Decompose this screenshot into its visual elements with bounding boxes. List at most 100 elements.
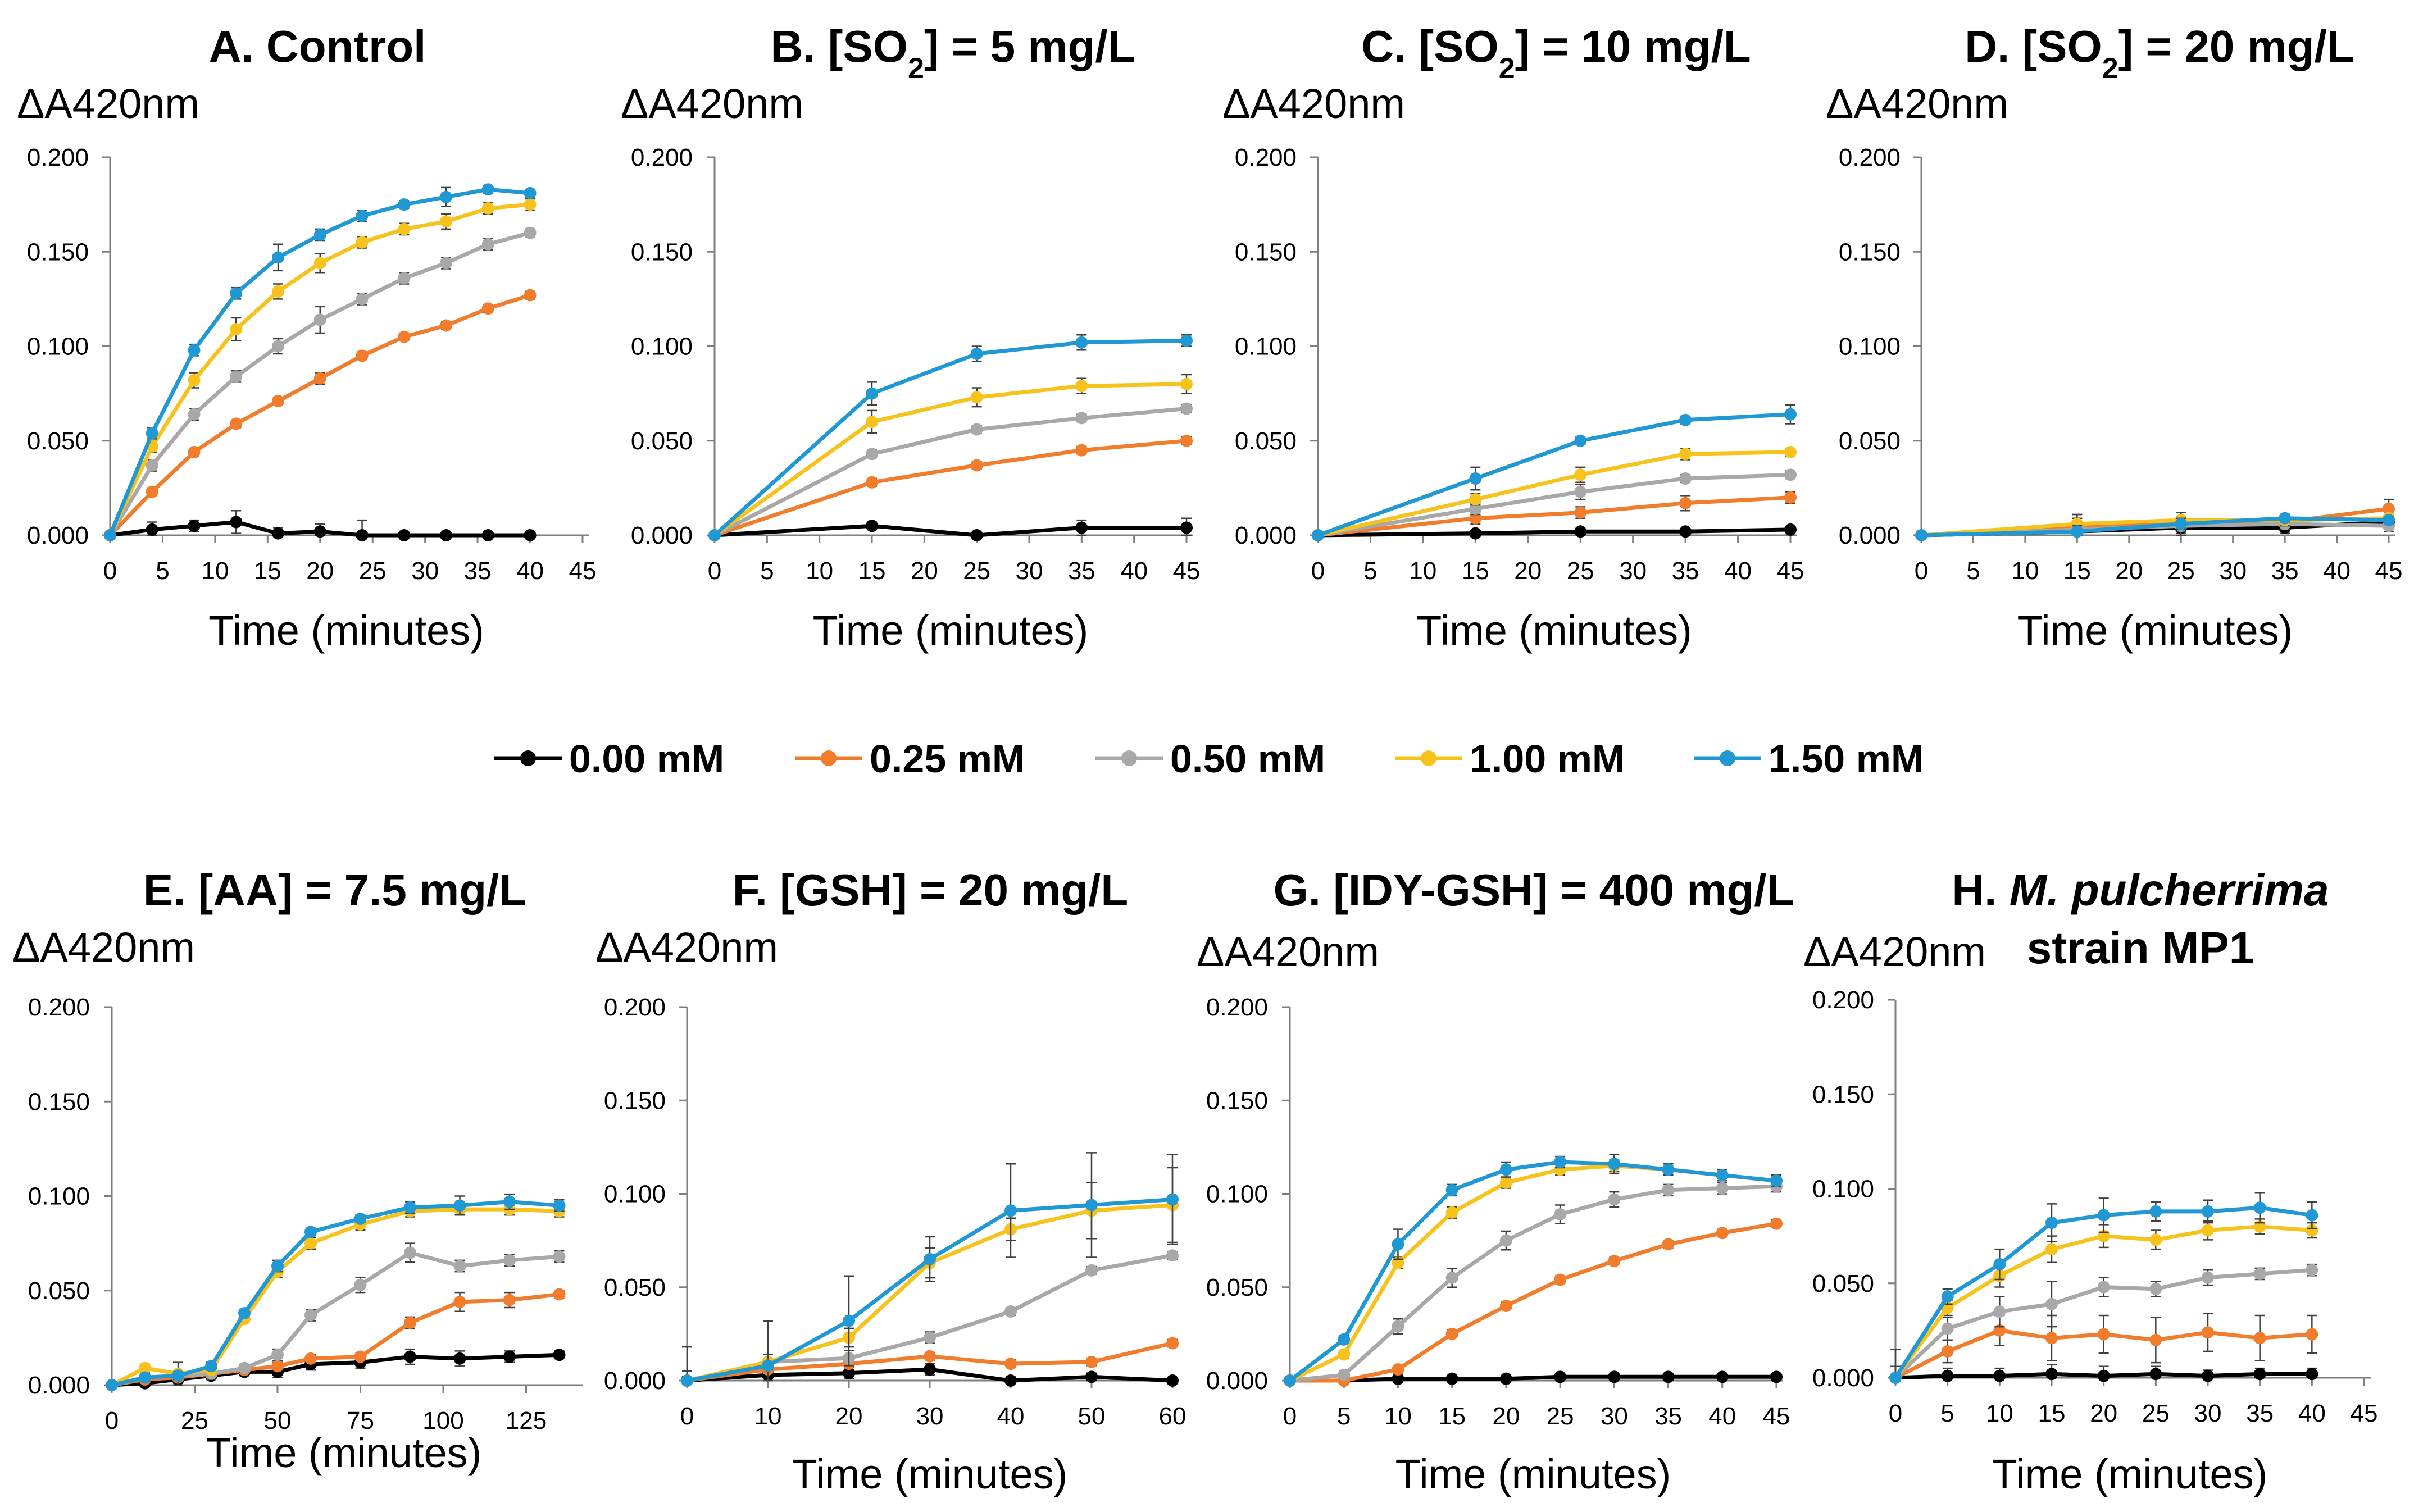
- y-tick-label: 0.150: [28, 1088, 90, 1115]
- data-point: [271, 1349, 284, 1361]
- y-tick-label: 0.000: [1812, 1364, 1874, 1392]
- x-tick-label: 45: [569, 557, 597, 585]
- data-point: [304, 1352, 317, 1365]
- y-tick-label: 0.200: [631, 144, 693, 171]
- data-point: [440, 529, 453, 541]
- series-line: [1317, 527, 1791, 538]
- x-tick-label: 40: [997, 1402, 1025, 1430]
- data-point: [1574, 468, 1587, 481]
- data-point: [205, 1360, 217, 1373]
- data-point: [1993, 1369, 2006, 1382]
- x-tick-label: 0: [1283, 1402, 1297, 1430]
- x-tick-label: 30: [2219, 557, 2247, 585]
- chart-title-line2: strain MP1: [2027, 923, 2254, 973]
- x-tick-label: 25: [2167, 557, 2195, 585]
- y-tick-label: 0.050: [1839, 427, 1901, 455]
- data-point: [1679, 472, 1692, 485]
- chart-title: D. [SO2] = 20 mg/L: [1965, 21, 2354, 85]
- title-part: G. [IDY-GSH] = 400 mg/L: [1274, 865, 1794, 915]
- data-point: [503, 1350, 516, 1363]
- data-point: [2253, 1267, 2266, 1280]
- x-tick-label: 50: [264, 1407, 292, 1434]
- chart-panel-2: B. [SO2] = 5 mg/LΔA420nm0.0000.0500.1000…: [621, 21, 1200, 654]
- data-point: [1784, 408, 1797, 421]
- y-tick-label: 0.100: [604, 1181, 666, 1208]
- chart-title: F. [GSH] = 20 mg/L: [733, 865, 1129, 915]
- y-tick-label: 0.100: [28, 1183, 90, 1210]
- data-point: [230, 287, 243, 300]
- data-point: [1941, 1322, 1954, 1335]
- y-tick-label: 0.200: [1235, 144, 1297, 171]
- data-point: [1608, 1193, 1621, 1206]
- data-point: [2097, 1328, 2110, 1341]
- x-tick-label: 5: [156, 557, 169, 585]
- y-tick-label: 0.100: [1235, 333, 1297, 361]
- x-tick-label: 45: [1763, 1402, 1790, 1430]
- data-point: [970, 529, 983, 541]
- data-point: [146, 427, 158, 440]
- x-tick-label: 30: [411, 557, 439, 585]
- data-point: [230, 417, 243, 430]
- y-tick-label: 0.200: [604, 994, 666, 1021]
- data-point: [313, 372, 326, 385]
- data-point: [2097, 1369, 2110, 1382]
- data-point: [970, 423, 983, 436]
- data-point: [1075, 521, 1088, 534]
- series-line: [713, 338, 1187, 537]
- data-point: [1662, 1163, 1675, 1176]
- legend-swatch-marker: [1121, 750, 1137, 766]
- y-tick-label: 0.200: [28, 994, 90, 1021]
- data-point: [1075, 380, 1088, 393]
- data-point: [230, 516, 243, 529]
- data-point: [272, 285, 285, 298]
- x-axis-label: Time (minutes): [2017, 607, 2293, 654]
- data-point: [924, 1331, 936, 1344]
- data-point: [1608, 1370, 1621, 1383]
- y-tick-label: 0.100: [631, 333, 693, 361]
- y-tick-label: 0.000: [27, 522, 89, 549]
- data-point: [1915, 529, 1927, 541]
- x-tick-label: 0: [1889, 1400, 1902, 1427]
- y-tick-label: 0.150: [1206, 1087, 1268, 1114]
- series-line: [1894, 1224, 2312, 1379]
- data-point: [1993, 1305, 2006, 1318]
- data-point: [1941, 1290, 1954, 1303]
- data-point: [404, 1350, 416, 1363]
- y-tick-label: 0.050: [1812, 1270, 1874, 1297]
- data-point: [1392, 1363, 1404, 1376]
- data-point: [1075, 412, 1088, 425]
- x-tick-label: 50: [1078, 1402, 1106, 1430]
- data-point: [1085, 1264, 1098, 1277]
- data-point: [1180, 334, 1193, 347]
- data-point: [313, 257, 326, 270]
- data-point: [356, 210, 369, 222]
- x-tick-label: 20: [2090, 1400, 2117, 1427]
- x-tick-label: 10: [1384, 1402, 1412, 1430]
- y-tick-label: 0.000: [1206, 1367, 1268, 1395]
- y-axis-label: ΔA420nm: [17, 80, 199, 127]
- data-point: [230, 323, 243, 336]
- data-point: [272, 251, 285, 264]
- title-part: D. [SO: [1965, 21, 2102, 71]
- x-tick-label: 0: [708, 557, 721, 585]
- data-point: [2202, 1271, 2214, 1284]
- legend-label: 0.00 mM: [569, 737, 724, 781]
- x-tick-label: 10: [1986, 1400, 2013, 1427]
- x-tick-label: 30: [1016, 557, 1043, 585]
- data-point: [356, 293, 369, 306]
- data-point: [2097, 1209, 2110, 1222]
- data-point: [398, 529, 411, 541]
- series-0-00-mm: [681, 1363, 1179, 1387]
- data-point: [106, 1379, 118, 1391]
- data-point: [866, 476, 878, 489]
- legend-label: 1.50 mM: [1769, 737, 1924, 781]
- series-1-50-mm: [104, 183, 537, 541]
- data-point: [2045, 1217, 2058, 1229]
- data-point: [1574, 525, 1587, 538]
- data-point: [481, 238, 494, 251]
- data-point: [188, 374, 201, 387]
- y-tick-label: 0.100: [1812, 1176, 1874, 1203]
- data-point: [1499, 1176, 1512, 1189]
- legend-item: 1.00 mM: [1395, 737, 1625, 781]
- legend-label: 0.50 mM: [1170, 737, 1325, 781]
